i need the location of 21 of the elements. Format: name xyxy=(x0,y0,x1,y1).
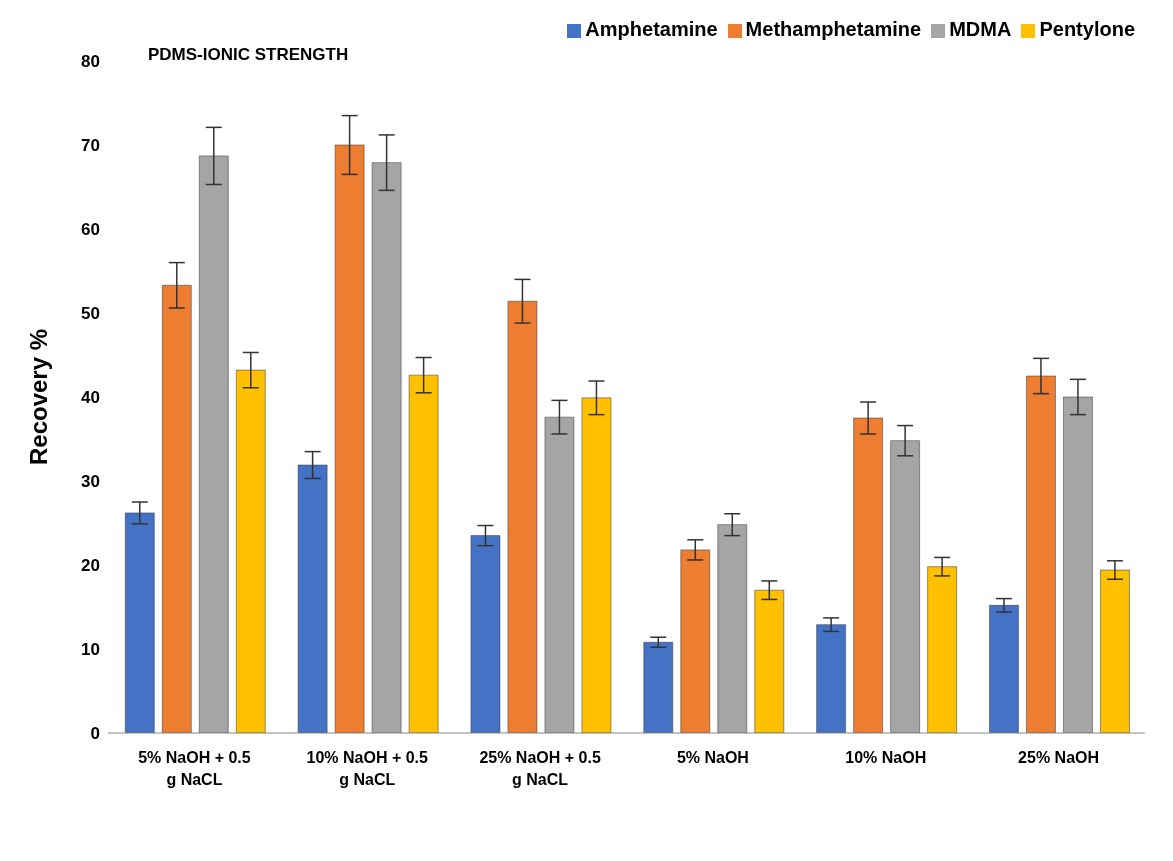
legend-label: Methamphetamine xyxy=(745,18,922,40)
x-tick-label: 25% NaOH + 0.5 g NaCL xyxy=(479,749,601,788)
y-tick-label: 50 xyxy=(81,304,100,324)
y-tick-label: 10 xyxy=(81,640,100,660)
legend-label: Amphetamine xyxy=(585,18,718,40)
y-tick-label: 70 xyxy=(81,136,100,156)
y-tick-label: 30 xyxy=(81,472,100,492)
chart-title: PDMS-IONIC STRENGTH xyxy=(148,45,349,64)
y-tick-label: 0 xyxy=(90,724,100,744)
x-tick-label: 5% NaOH + 0.5 g NaCL xyxy=(138,749,251,788)
x-tick-label: 10% NaOH + 0.5 g NaCL xyxy=(306,749,429,788)
y-tick-label: 20 xyxy=(81,556,100,576)
x-tick-label: 5% NaOH xyxy=(676,749,749,766)
x-tick-label: 10% NaOH xyxy=(845,749,927,766)
legend-label: Pentylone xyxy=(1039,18,1135,40)
y-tick-label: 80 xyxy=(81,52,100,72)
x-tick-label: 25% NaOH xyxy=(1018,749,1100,766)
legend-label: MDMA xyxy=(949,18,1012,40)
y-axis-title: Recovery % xyxy=(24,328,52,466)
y-tick-label: 60 xyxy=(81,220,100,240)
y-tick-label: 40 xyxy=(81,388,100,408)
